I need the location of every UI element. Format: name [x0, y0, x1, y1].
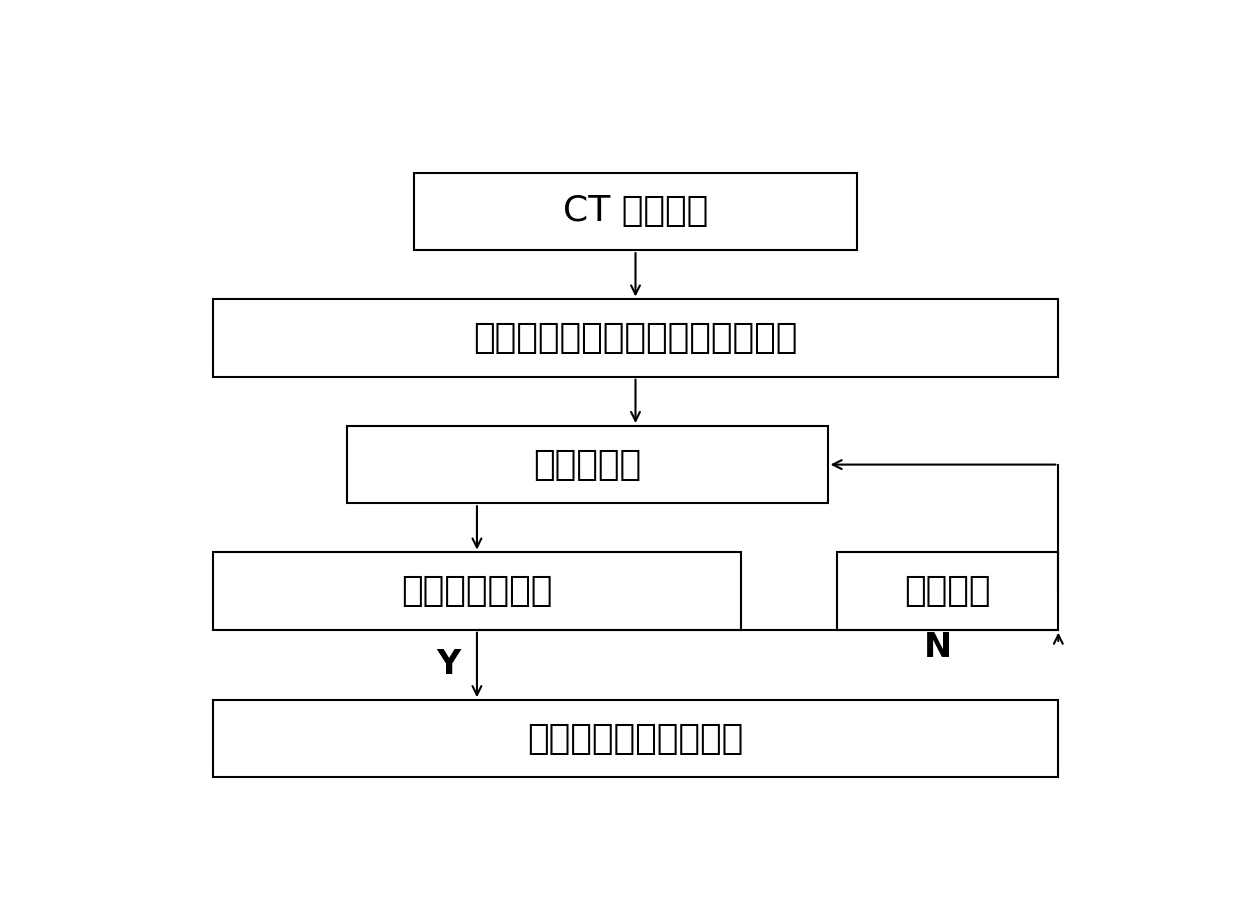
- Text: CT 图像序列: CT 图像序列: [563, 194, 708, 228]
- Text: 图割划分超体素: 图割划分超体素: [402, 574, 553, 608]
- Bar: [213, 700, 1058, 778]
- Text: 三维重建测量出血区域: 三维重建测量出血区域: [527, 722, 744, 756]
- Text: 手动修改: 手动修改: [904, 574, 991, 608]
- Text: 提取颅内区域并自动检测出血区域: 提取颅内区域并自动检测出血区域: [474, 321, 797, 355]
- Bar: [213, 552, 742, 630]
- Text: 超体素分割: 超体素分割: [533, 447, 641, 481]
- Bar: [837, 552, 1058, 630]
- Text: N: N: [924, 631, 952, 664]
- Bar: [347, 425, 828, 503]
- Bar: [213, 299, 1058, 377]
- Bar: [414, 173, 857, 250]
- Text: Y: Y: [436, 648, 460, 681]
